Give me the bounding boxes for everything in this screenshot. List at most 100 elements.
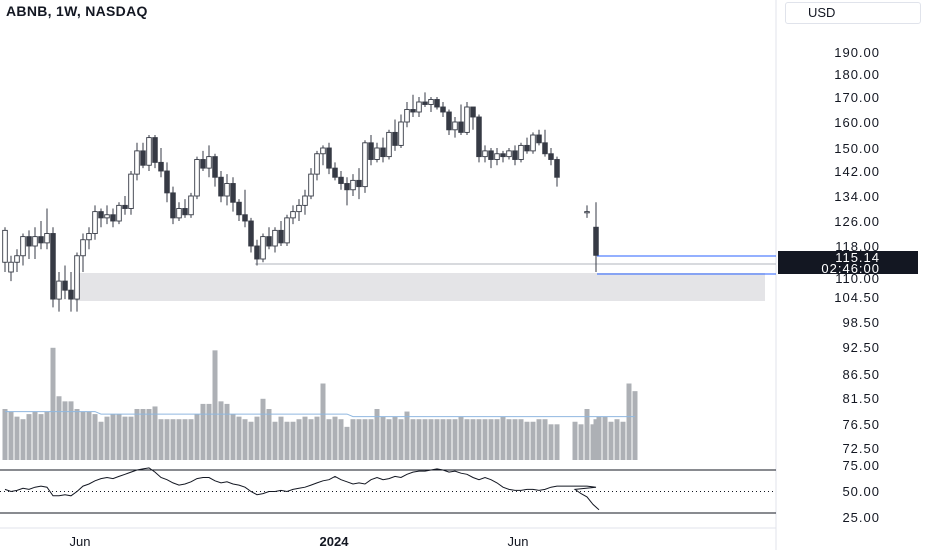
volume-bar[interactable]: [237, 417, 242, 460]
candle-body[interactable]: [309, 174, 314, 196]
volume-bar[interactable]: [441, 419, 446, 460]
candle-body[interactable]: [453, 122, 458, 130]
volume-bar[interactable]: [123, 417, 128, 460]
volume-bar[interactable]: [285, 422, 290, 460]
candle-body[interactable]: [195, 160, 200, 197]
candle-body[interactable]: [207, 157, 212, 169]
volume-bar[interactable]: [81, 412, 86, 460]
volume-bar[interactable]: [549, 424, 554, 460]
candle-body[interactable]: [45, 234, 50, 243]
candle-body[interactable]: [63, 281, 68, 290]
volume-bar[interactable]: [297, 419, 302, 460]
volume-bar[interactable]: [117, 414, 122, 460]
volume-bar[interactable]: [327, 419, 332, 460]
candle-body[interactable]: [351, 180, 356, 189]
volume-bar[interactable]: [57, 396, 62, 460]
volume-bar[interactable]: [27, 414, 32, 460]
volume-bar[interactable]: [39, 414, 44, 460]
volume-bar[interactable]: [63, 401, 68, 460]
candle-body[interactable]: [333, 168, 338, 177]
volume-bar[interactable]: [129, 417, 134, 460]
candle-body[interactable]: [147, 138, 152, 166]
candle-body[interactable]: [9, 262, 14, 272]
volume-bar[interactable]: [291, 422, 296, 460]
volume-bar[interactable]: [615, 419, 620, 460]
volume-bar[interactable]: [537, 419, 542, 460]
volume-bar[interactable]: [633, 391, 638, 460]
volume-bar[interactable]: [429, 419, 434, 460]
volume-bar[interactable]: [573, 422, 578, 460]
volume-bar[interactable]: [87, 412, 92, 460]
volume-bar[interactable]: [603, 417, 608, 460]
candle-body[interactable]: [57, 281, 62, 299]
volume-bar[interactable]: [405, 412, 410, 460]
candle-body[interactable]: [447, 112, 452, 130]
volume-bar[interactable]: [165, 419, 170, 460]
candle-body[interactable]: [594, 227, 599, 255]
candle-body[interactable]: [339, 177, 344, 183]
candle-body[interactable]: [435, 100, 440, 108]
candle-body[interactable]: [519, 145, 524, 159]
volume-bar[interactable]: [93, 414, 98, 460]
candle-body[interactable]: [273, 230, 278, 246]
volume-bar[interactable]: [423, 419, 428, 460]
candle-body[interactable]: [183, 209, 188, 215]
candle-body[interactable]: [555, 160, 560, 178]
volume-bar[interactable]: [249, 422, 254, 460]
volume-bar[interactable]: [45, 412, 50, 460]
candle-body[interactable]: [423, 102, 428, 105]
candle-body[interactable]: [495, 154, 500, 160]
candle-body[interactable]: [93, 212, 98, 234]
volume-bar[interactable]: [309, 419, 314, 460]
volume-bar[interactable]: [351, 419, 356, 460]
candle-body[interactable]: [531, 135, 536, 151]
candle-body[interactable]: [399, 122, 404, 145]
volume-bar[interactable]: [483, 419, 488, 460]
volume-bar[interactable]: [393, 417, 398, 460]
candle-body[interactable]: [489, 151, 494, 160]
candle-body[interactable]: [483, 151, 488, 157]
volume-bar[interactable]: [519, 419, 524, 460]
volume-bar[interactable]: [399, 419, 404, 460]
volume-bar[interactable]: [495, 419, 500, 460]
candle-body[interactable]: [135, 151, 140, 174]
candle-body[interactable]: [129, 174, 134, 208]
candle-body[interactable]: [111, 215, 116, 221]
volume-bar[interactable]: [417, 419, 422, 460]
candle-body[interactable]: [345, 184, 350, 190]
candle-body[interactable]: [315, 154, 320, 174]
volume-bar[interactable]: [315, 417, 320, 460]
candle-body[interactable]: [141, 151, 146, 165]
volume-bar[interactable]: [111, 414, 116, 460]
candle-body[interactable]: [381, 148, 386, 157]
volume-bar[interactable]: [381, 417, 386, 460]
candle-body[interactable]: [219, 177, 224, 196]
volume-bar[interactable]: [21, 419, 26, 460]
volume-bar[interactable]: [609, 422, 614, 460]
volume-bar[interactable]: [621, 422, 626, 460]
volume-bar[interactable]: [135, 409, 140, 460]
volume-bar[interactable]: [147, 409, 152, 460]
volume-bar[interactable]: [333, 417, 338, 460]
volume-bar[interactable]: [105, 417, 110, 460]
currency-selector[interactable]: USD: [785, 2, 921, 24]
volume-bar[interactable]: [345, 427, 350, 460]
volume-bar[interactable]: [33, 412, 38, 460]
candle-body[interactable]: [375, 148, 380, 160]
candle-body[interactable]: [459, 122, 464, 132]
volume-bar[interactable]: [201, 404, 206, 460]
candle-body[interactable]: [21, 237, 26, 256]
volume-bar[interactable]: [321, 384, 326, 461]
candle-body[interactable]: [477, 117, 482, 157]
candle-body[interactable]: [177, 209, 182, 218]
volume-bar[interactable]: [273, 422, 278, 460]
volume-bar[interactable]: [177, 419, 182, 460]
volume-bar[interactable]: [99, 422, 104, 460]
candle-body[interactable]: [15, 256, 20, 263]
candle-body[interactable]: [33, 237, 38, 246]
candle-body[interactable]: [543, 143, 548, 154]
candle-body[interactable]: [465, 107, 470, 132]
candle-body[interactable]: [507, 151, 512, 157]
candle-body[interactable]: [393, 132, 398, 145]
